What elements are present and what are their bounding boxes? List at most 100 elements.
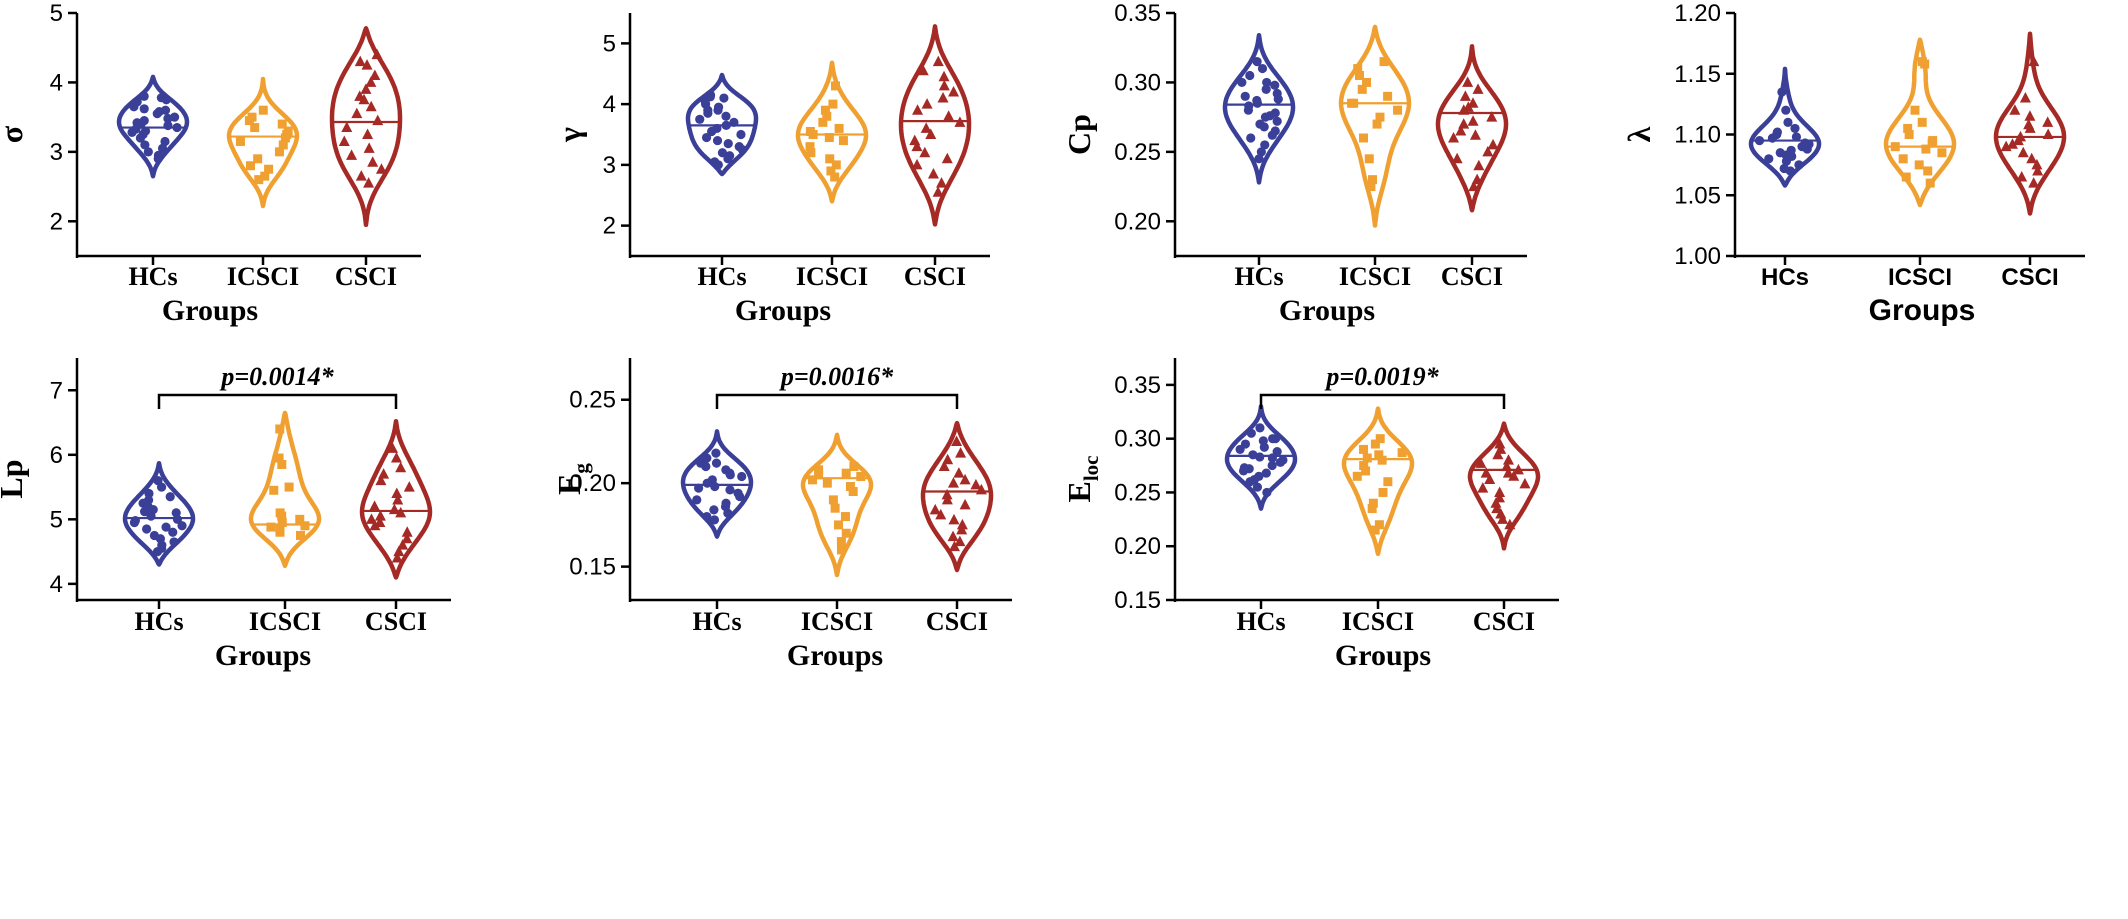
data-point: [360, 83, 372, 94]
data-point: [1275, 457, 1286, 467]
violin-csci: [1993, 31, 2067, 216]
x-tick-label: CSCI: [926, 607, 988, 636]
data-point: [153, 154, 163, 164]
x-tick-label: HCs: [128, 262, 177, 291]
data-point: [390, 452, 402, 463]
data-point: [165, 492, 175, 502]
data-point: [1791, 132, 1802, 142]
data-point: [956, 523, 968, 535]
data-point: [1245, 477, 1255, 487]
y-tick-label: 0.20: [569, 470, 616, 497]
data-point: [735, 491, 745, 502]
data-point: [825, 154, 835, 164]
data-point: [277, 518, 287, 528]
data-point: [1448, 131, 1460, 143]
data-point: [1259, 442, 1269, 452]
data-point: [142, 524, 152, 534]
data-point: [130, 516, 140, 526]
data-point: [1503, 454, 1515, 465]
y-tick-label: 5: [603, 30, 616, 57]
data-point: [1352, 471, 1362, 481]
data-point: [1362, 453, 1372, 463]
y-tick-label: 4: [50, 69, 63, 96]
y-tick-label: 2: [50, 208, 63, 235]
data-point: [2032, 164, 2044, 176]
data-point: [254, 175, 264, 185]
data-point: [365, 76, 377, 87]
data-point: [694, 483, 704, 493]
x-axis-label: Groups: [787, 639, 883, 672]
data-point: [1379, 57, 1389, 67]
data-point: [1475, 457, 1487, 468]
data-point: [1359, 444, 1369, 454]
data-point: [711, 458, 722, 468]
data-point: [177, 521, 187, 531]
data-point: [909, 134, 921, 146]
violin-icsci: [248, 410, 322, 569]
data-point: [1914, 160, 1924, 170]
data-point: [387, 442, 399, 453]
data-point: [143, 147, 153, 157]
data-point: [152, 547, 163, 557]
y-tick-label: 0.25: [569, 387, 616, 414]
data-point: [942, 453, 954, 465]
violin-outline: [226, 76, 300, 209]
data-point: [1923, 166, 1933, 176]
data-point: [391, 487, 403, 499]
data-point: [841, 468, 851, 478]
y-tick-label: 5: [50, 506, 63, 533]
x-axis-label: Groups: [735, 294, 831, 327]
data-point: [721, 111, 731, 121]
data-point: [830, 172, 840, 182]
data-point: [970, 478, 982, 490]
y-axis-label: σ: [0, 125, 29, 143]
data-point: [129, 102, 139, 112]
data-point: [959, 498, 971, 510]
data-point: [941, 488, 953, 500]
data-point: [1458, 104, 1470, 115]
data-point: [1255, 423, 1265, 433]
data-point: [401, 526, 413, 537]
data-point: [168, 527, 178, 537]
data-point: [1378, 487, 1388, 497]
data-point: [818, 117, 828, 127]
data-point: [351, 107, 363, 119]
data-point: [1925, 178, 1935, 188]
data-point: [1367, 175, 1377, 185]
data-point: [701, 461, 711, 472]
data-point: [1370, 439, 1380, 449]
data-point: [975, 483, 987, 495]
data-point: [1519, 477, 1531, 489]
y-axis-label: λ: [1621, 126, 1657, 142]
data-point: [941, 152, 953, 164]
y-axis-label: Lp: [0, 459, 29, 498]
data-point: [1372, 119, 1382, 129]
data-point: [1245, 70, 1255, 81]
data-point: [1920, 59, 1930, 69]
data-point: [959, 473, 971, 485]
x-tick-label: HCs: [697, 262, 746, 291]
data-point: [2017, 146, 2029, 158]
violin-outline: [898, 24, 972, 227]
data-point: [1501, 460, 1513, 472]
data-point: [1901, 172, 1911, 182]
violin-outline: [1338, 24, 1412, 228]
data-point: [1910, 105, 1920, 115]
data-point: [1512, 463, 1524, 475]
data-point: [375, 163, 387, 174]
data-point: [1367, 504, 1377, 514]
data-point: [709, 505, 719, 515]
data-point: [856, 471, 866, 481]
violin-icsci: [1341, 406, 1415, 557]
violin-outline: [685, 72, 759, 177]
data-point: [1260, 140, 1270, 150]
data-point: [1268, 434, 1278, 444]
data-point: [1917, 117, 1927, 127]
x-axis-label: Groups: [162, 294, 258, 327]
data-point: [702, 478, 712, 488]
data-point: [729, 117, 739, 127]
data-point: [692, 495, 702, 505]
y-tick-label: 6: [50, 442, 63, 469]
data-point: [947, 530, 959, 542]
data-point: [1492, 448, 1504, 460]
